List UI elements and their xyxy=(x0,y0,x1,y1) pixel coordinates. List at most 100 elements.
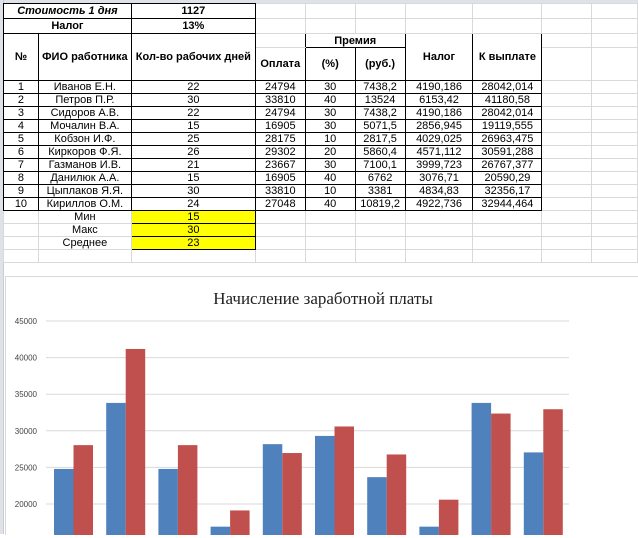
stat-label[interactable]: Среднее xyxy=(37,236,132,250)
cell[interactable] xyxy=(541,197,593,211)
cell[interactable] xyxy=(541,18,593,34)
cell-days[interactable]: 30 xyxy=(130,93,256,107)
cell[interactable] xyxy=(541,184,593,198)
cell[interactable] xyxy=(541,3,593,19)
cell-name[interactable]: Кириллов О.М. xyxy=(37,197,132,211)
cell[interactable] xyxy=(591,197,638,211)
cell-tax[interactable]: 4029,025 xyxy=(404,132,474,146)
bar-payout-8[interactable] xyxy=(438,499,459,537)
cell[interactable] xyxy=(591,47,638,81)
cell-days[interactable]: 15 xyxy=(130,171,256,185)
cell-pay[interactable]: 16905 xyxy=(254,171,306,185)
cell-pay[interactable]: 33810 xyxy=(254,184,306,198)
cell-tax[interactable]: 3076,71 xyxy=(404,171,474,185)
bar-payout-3[interactable] xyxy=(177,445,198,537)
stat-value[interactable]: 23 xyxy=(130,236,256,250)
bar-pay-7[interactable] xyxy=(367,477,387,537)
stat-label[interactable]: Макс xyxy=(37,223,132,237)
cell[interactable] xyxy=(541,171,593,185)
cell-n[interactable]: 7 xyxy=(3,158,39,172)
bar-payout-9[interactable] xyxy=(491,413,511,537)
day-cost-value[interactable]: 1127 xyxy=(130,3,256,19)
cell-pay[interactable]: 29302 xyxy=(254,145,306,159)
bar-payout-10[interactable] xyxy=(543,409,563,537)
bar-payout-1[interactable] xyxy=(73,445,94,537)
cell[interactable] xyxy=(591,3,638,19)
cell[interactable] xyxy=(304,249,356,263)
cell-pct[interactable]: 40 xyxy=(304,171,356,185)
cell[interactable] xyxy=(354,18,406,34)
tax-label[interactable]: Налог xyxy=(3,18,132,34)
cell-pay[interactable]: 16905 xyxy=(254,119,306,133)
cell[interactable] xyxy=(591,145,638,159)
cell-pay[interactable]: 27048 xyxy=(254,197,306,211)
cell-rub[interactable]: 2817,5 xyxy=(354,132,406,146)
cell-tax[interactable]: 4834,83 xyxy=(404,184,474,198)
cell-pct[interactable]: 40 xyxy=(304,93,356,107)
cell-days[interactable]: 25 xyxy=(130,132,256,146)
cell-pct[interactable]: 30 xyxy=(304,119,356,133)
cell[interactable] xyxy=(304,236,356,250)
cell-rub[interactable]: 7438,2 xyxy=(354,106,406,120)
cell-name[interactable]: Иванов Е.Н. xyxy=(37,80,132,94)
cell[interactable] xyxy=(404,223,474,237)
cell-pct[interactable]: 10 xyxy=(304,184,356,198)
bar-pay-3[interactable] xyxy=(158,468,178,537)
header-bonus[interactable]: Премия xyxy=(304,33,406,48)
cell[interactable] xyxy=(591,223,638,237)
cell-tax[interactable]: 6153,42 xyxy=(404,93,474,107)
cell-pct[interactable]: 20 xyxy=(304,145,356,159)
cell-pct[interactable]: 40 xyxy=(304,197,356,211)
cell-out[interactable]: 28042,014 xyxy=(472,80,543,94)
cell[interactable] xyxy=(541,236,593,250)
cell[interactable] xyxy=(254,223,306,237)
cell-out[interactable]: 32356,17 xyxy=(472,184,543,198)
cell[interactable] xyxy=(472,236,543,250)
cell[interactable] xyxy=(591,184,638,198)
cell-rub[interactable]: 5860,4 xyxy=(354,145,406,159)
cell-n[interactable]: 4 xyxy=(3,119,39,133)
cell-pct[interactable]: 30 xyxy=(304,80,356,94)
cell[interactable] xyxy=(591,132,638,146)
cell-n[interactable]: 9 xyxy=(3,184,39,198)
cell[interactable] xyxy=(591,249,638,263)
bar-pay-4[interactable] xyxy=(210,526,231,537)
cell-name[interactable]: Кобзон И.Ф. xyxy=(37,132,132,146)
cell-out[interactable]: 41180,58 xyxy=(472,93,543,107)
cell[interactable] xyxy=(541,223,593,237)
bar-pay-1[interactable] xyxy=(54,468,74,537)
cell-name[interactable]: Мочалин В.А. xyxy=(37,119,132,133)
cell[interactable] xyxy=(254,249,306,263)
header-name[interactable]: ФИО работника xyxy=(37,33,132,81)
cell[interactable] xyxy=(3,223,39,237)
cell-name[interactable]: Цыплаков Я.Я. xyxy=(37,184,132,198)
bar-payout-4[interactable] xyxy=(230,510,250,537)
cell-n[interactable]: 6 xyxy=(3,145,39,159)
salary-chart[interactable]: Начисление заработной платы 20000 25000 30… xyxy=(5,276,638,537)
cell-out[interactable]: 30591,288 xyxy=(472,145,543,159)
header-payout[interactable]: К выплате xyxy=(472,33,543,81)
bar-payout-5[interactable] xyxy=(282,453,302,537)
cell[interactable] xyxy=(541,145,593,159)
cell[interactable] xyxy=(254,33,306,48)
cell[interactable] xyxy=(591,210,638,224)
cell[interactable] xyxy=(541,47,593,81)
cell-n[interactable]: 10 xyxy=(3,197,39,211)
cell[interactable] xyxy=(591,236,638,250)
cell[interactable] xyxy=(591,93,638,107)
cell-out[interactable]: 28042,014 xyxy=(472,106,543,120)
cell-n[interactable]: 8 xyxy=(3,171,39,185)
cell-name[interactable]: Киркоров Ф.Я. xyxy=(37,145,132,159)
bar-pay-2[interactable] xyxy=(106,402,126,537)
cell[interactable] xyxy=(3,249,39,263)
cell-rub[interactable]: 10819,2 xyxy=(354,197,406,211)
bar-pay-9[interactable] xyxy=(471,402,492,537)
header-bonus-rub[interactable]: (руб.) xyxy=(354,47,406,81)
cell-days[interactable]: 26 xyxy=(130,145,256,159)
cell-name[interactable]: Данилюк А.А. xyxy=(37,171,132,185)
cell[interactable] xyxy=(304,210,356,224)
cell-pay[interactable]: 24794 xyxy=(254,106,306,120)
cell[interactable] xyxy=(404,249,474,263)
cell[interactable] xyxy=(591,158,638,172)
cell[interactable] xyxy=(472,210,543,224)
